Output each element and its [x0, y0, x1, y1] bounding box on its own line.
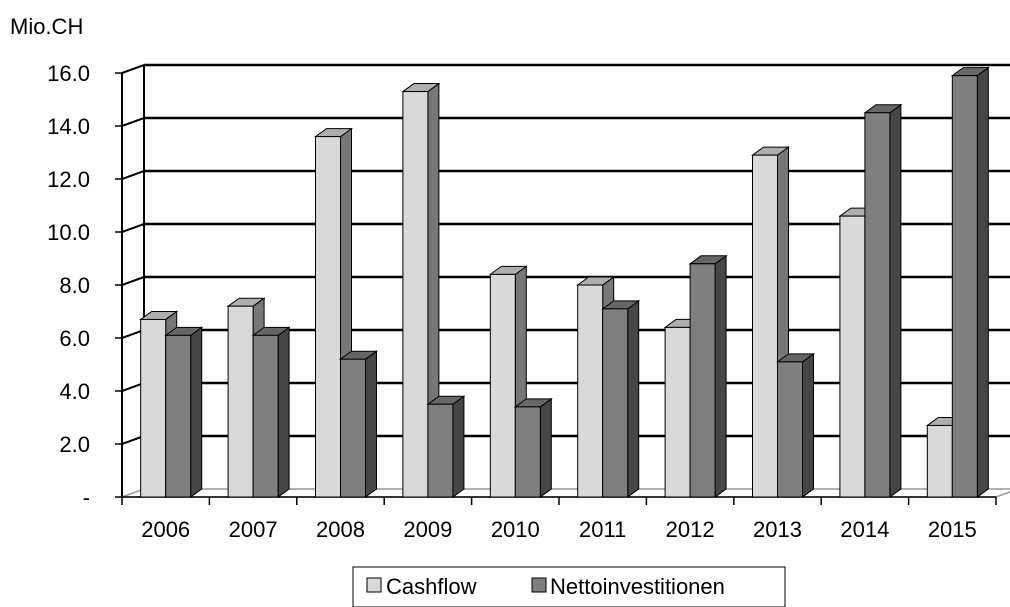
x-tick-label-2015: 2015: [928, 517, 977, 542]
bar-front: [926, 424, 953, 498]
legend-swatch-nettoinvestitionen: [531, 577, 547, 593]
bar-nettoinvestitionen-2012: [688, 254, 728, 498]
y-tick-label: 14.0: [47, 114, 90, 139]
bar-front: [402, 91, 429, 498]
bar-side: [627, 299, 640, 498]
bar-front: [252, 334, 279, 498]
bar-front: [140, 318, 167, 498]
bar-front: [864, 112, 891, 498]
legend-box: [352, 566, 786, 607]
bar-side: [802, 352, 814, 498]
bar-side: [976, 66, 989, 498]
bars: [139, 66, 990, 498]
bar-side: [190, 326, 203, 498]
x-tick-label-2007: 2007: [229, 517, 278, 542]
legend-swatch-cashflow: [366, 577, 382, 593]
bar-side: [539, 397, 552, 498]
x-tick-label-2012: 2012: [666, 517, 715, 542]
legend-label-nettoinvestitionen: Nettoinvestitionen: [550, 574, 725, 599]
x-tick-label-2011: 2011: [579, 517, 626, 542]
x-tick-label-2008: 2008: [316, 517, 365, 542]
bar-front: [227, 305, 254, 498]
y-tick-label: 16.0: [47, 61, 90, 86]
gridline-diagonal: [121, 223, 145, 233]
x-axis-ticks: 2006 2007 2008 2009 2010 2011 2012 2013 2014 2015: [121, 497, 997, 542]
bar-nettoinvestitionen-2006: [164, 326, 204, 498]
bar-front: [577, 284, 604, 498]
bar-front: [951, 75, 978, 498]
bar-side: [714, 254, 727, 498]
bar-nettoinvestitionen-2014: [863, 103, 903, 498]
bar-front: [315, 136, 341, 498]
y-axis-unit-label: Mio.CH: [10, 14, 83, 39]
gridline-diagonal: [121, 170, 145, 180]
bar-nettoinvestitionen-2009: [426, 395, 466, 498]
bar-nettoinvestitionen-2013: [775, 352, 816, 498]
bar-front: [777, 361, 803, 498]
bar-front: [664, 326, 691, 498]
bar-nettoinvestitionen-2010: [513, 397, 553, 498]
bar-front: [602, 308, 629, 498]
y-tick-label: 8.0: [59, 273, 90, 298]
y-tick-label: 4.0: [59, 379, 90, 404]
bar-front: [165, 334, 192, 498]
gridline-diagonal: [121, 64, 145, 74]
bar-front: [752, 154, 778, 498]
y-tick-label: 2.0: [59, 432, 90, 457]
bar-front: [489, 273, 516, 498]
y-tick-label: -: [83, 485, 90, 510]
bar-side: [365, 350, 377, 498]
bar-nettoinvestitionen-2007: [251, 326, 291, 498]
x-tick-label-2014: 2014: [840, 517, 889, 542]
bar-side: [889, 103, 902, 498]
gridline-diagonal: [121, 117, 145, 127]
bar-side: [277, 326, 290, 498]
bar-front: [689, 263, 716, 498]
bar-nettoinvestitionen-2015: [950, 66, 990, 498]
x-tick-label-2013: 2013: [753, 517, 802, 542]
legend-label-cashflow: Cashflow: [386, 574, 477, 599]
x-tick-label-2009: 2009: [403, 517, 452, 542]
bar-side: [452, 395, 465, 498]
y-tick-label: 12.0: [47, 167, 90, 192]
x-tick-label-2010: 2010: [491, 517, 540, 542]
bar-nettoinvestitionen-2011: [601, 299, 641, 498]
bar-nettoinvestitionen-2008: [338, 350, 379, 498]
y-tick-label: 6.0: [59, 326, 90, 351]
bar-front: [839, 215, 866, 498]
bar-cashflow-2009: [401, 82, 441, 498]
x-tick-label-2006: 2006: [141, 517, 190, 542]
y-axis-ticks: - 2.0 4.0 6.0 8.0 10.0 12.0 14.0 16.0: [47, 61, 122, 510]
y-tick-label: 10.0: [47, 220, 90, 245]
bar-front: [340, 358, 366, 498]
bar-front: [514, 406, 541, 498]
gridline-diagonal: [121, 276, 145, 286]
legend: Cashflow Nettoinvestitionen: [352, 566, 786, 607]
bar-front: [427, 403, 454, 498]
